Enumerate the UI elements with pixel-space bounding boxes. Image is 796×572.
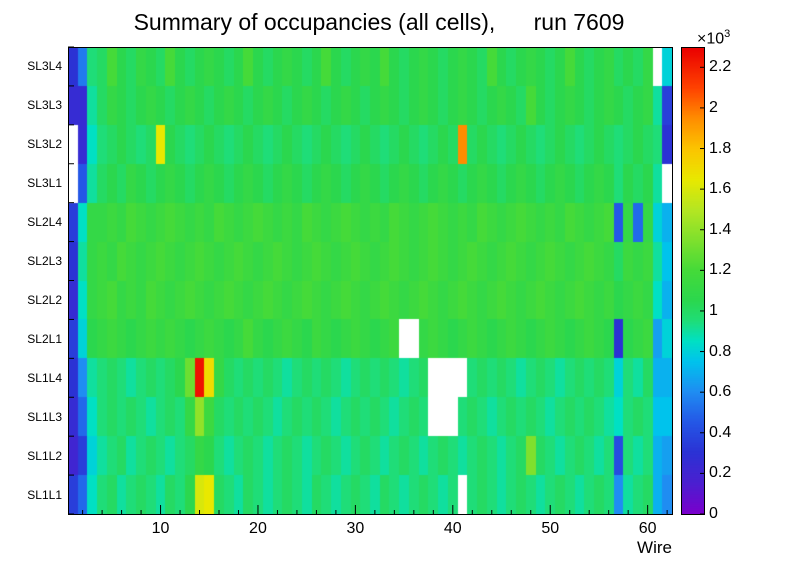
x-tick-label-30: 30	[346, 520, 365, 537]
y-row-label-sl2l3: SL2L3	[27, 254, 62, 269]
x-tick-label-60: 60	[638, 520, 657, 537]
y-row-label-sl1l4: SL1L4	[27, 370, 62, 385]
x-tick-label-10: 10	[151, 520, 170, 537]
colorbar-tick-label-0.6: 0.6	[709, 383, 732, 401]
colorbar-tick-label-1.8: 1.8	[709, 139, 732, 157]
colorbar-tick-label-1.4: 1.4	[709, 220, 732, 238]
x-tick-label-40: 40	[443, 520, 462, 537]
y-row-label-sl1l2: SL1L2	[27, 448, 62, 463]
colorbar-tick-label-0.2: 0.2	[709, 464, 732, 482]
y-row-label-sl3l4: SL3L4	[27, 59, 62, 74]
y-row-label-sl3l1: SL3L1	[27, 176, 62, 191]
colorbar-exponent-power: 3	[724, 28, 731, 40]
colorbar-tick-label-2: 2	[709, 98, 718, 116]
chart-title: Summary of occupancies (all cells), run …	[133, 9, 625, 35]
y-row-label-sl3l2: SL3L2	[27, 137, 62, 152]
colorbar-tick-label-1.2: 1.2	[709, 261, 732, 279]
colorbar-tick-label-0: 0	[709, 505, 718, 522]
colorbar-tick-label-2.2: 2.2	[709, 58, 732, 76]
colorbar-tick-label-1.6: 1.6	[709, 180, 732, 198]
colorbar-canvas	[681, 47, 704, 514]
colorbar-tick-label-1: 1	[709, 301, 718, 319]
heatmap-canvas	[68, 47, 672, 514]
y-row-label-sl2l2: SL2L2	[27, 292, 62, 307]
y-row-label-sl1l3: SL1L3	[27, 409, 62, 424]
colorbar-tick-label-0.8: 0.8	[709, 342, 732, 360]
y-row-label-sl2l4: SL2L4	[27, 215, 62, 230]
colorbar-tick-label-0.4: 0.4	[709, 423, 732, 441]
x-tick-label-20: 20	[249, 520, 267, 537]
colorbar-exponent-base: ×10	[697, 30, 725, 48]
x-tick-label-50: 50	[541, 520, 560, 537]
y-row-label-sl3l3: SL3L3	[27, 98, 62, 113]
colorbar-exponent-label: ×103	[697, 28, 730, 48]
x-axis-title: Wire	[637, 538, 672, 557]
y-row-label-sl1l1: SL1L1	[27, 487, 62, 502]
y-row-label-sl2l1: SL2L1	[27, 331, 62, 346]
